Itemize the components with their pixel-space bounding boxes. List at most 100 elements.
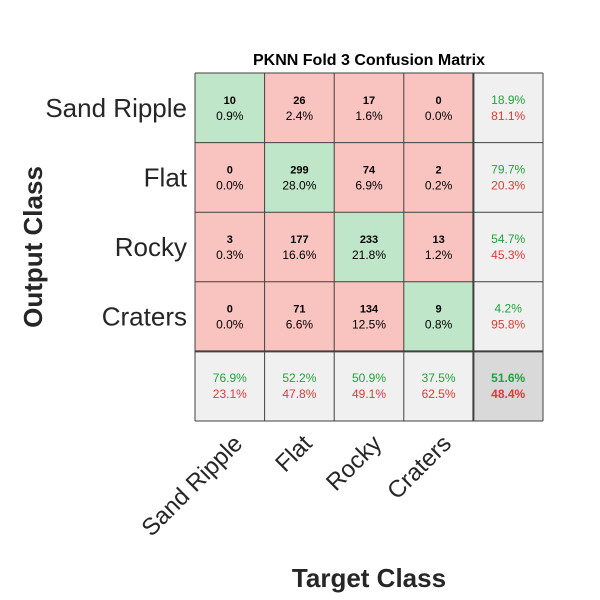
row-summary-bg <box>473 142 543 213</box>
col-summary-cell: 52.2% 47.8% <box>264 351 335 421</box>
matrix-grid <box>194 72 544 422</box>
matrix-cell-bg <box>403 281 474 352</box>
cell-percent: 0.3% <box>216 248 244 262</box>
matrix-cell-bg <box>264 281 335 352</box>
overall-bg <box>473 351 543 421</box>
matrix-cell: 233 21.8% <box>334 212 404 282</box>
cell-count: 74 <box>363 164 376 176</box>
matrix-cell: 10 0.9% <box>195 73 265 143</box>
col-correct-rate: 37.5% <box>422 371 456 385</box>
matrix-cell-bg <box>334 281 404 352</box>
col-correct-rate: 50.9% <box>352 371 386 385</box>
cell-count: 177 <box>290 234 308 246</box>
x-tick-label: Craters <box>382 430 457 505</box>
cell-percent: 0.0% <box>425 109 453 123</box>
row-summary-cell: 18.9% 81.1% <box>473 73 543 143</box>
cell-percent: 0.0% <box>216 178 244 192</box>
x-axis-label: Target Class <box>292 563 446 593</box>
cell-count: 26 <box>293 95 305 107</box>
y-axis-label: Output Class <box>18 166 48 328</box>
overall-accuracy: 51.6% <box>491 371 525 385</box>
row-error-rate: 95.8% <box>491 318 525 332</box>
cell-percent: 0.8% <box>425 318 453 332</box>
matrix-cell-bg <box>334 212 404 282</box>
col-summary-bg <box>334 351 404 421</box>
col-summary-cell: 76.9% 23.1% <box>195 351 265 421</box>
cell-percent: 12.5% <box>352 318 386 332</box>
cell-percent: 0.9% <box>216 109 244 123</box>
row-summary-cell: 4.2% 95.8% <box>473 281 543 352</box>
col-error-rate: 49.1% <box>352 387 386 401</box>
matrix-cell-bg <box>195 142 265 213</box>
matrix-cell-bg <box>195 212 265 282</box>
row-error-rate: 81.1% <box>491 109 525 123</box>
chart-title: PKNN Fold 3 Confusion Matrix <box>253 52 485 69</box>
overall-cell: 51.6% 48.4% <box>473 351 543 421</box>
col-correct-rate: 52.2% <box>282 371 316 385</box>
matrix-cell: 134 12.5% <box>334 281 404 352</box>
cell-percent: 21.8% <box>352 248 386 262</box>
col-error-rate: 47.8% <box>282 387 316 401</box>
y-tick-label: Sand Ripple <box>45 93 187 123</box>
x-tick-label: Rocky <box>321 430 387 496</box>
cell-percent: 0.2% <box>425 178 453 192</box>
row-summary-bg <box>473 281 543 352</box>
y-tick-label: Craters <box>102 302 187 332</box>
cell-percent: 1.6% <box>355 109 383 123</box>
row-summary-cell: 79.7% 20.3% <box>473 142 543 213</box>
row-summary-bg <box>473 212 543 282</box>
cell-count: 0 <box>436 95 442 107</box>
matrix-cell: 74 6.9% <box>334 142 404 213</box>
matrix-cell: 0 0.0% <box>195 142 265 213</box>
matrix-cell-bg <box>195 73 265 143</box>
matrix-cell-bg <box>403 212 474 282</box>
cell-count: 71 <box>293 304 305 316</box>
matrix-cell: 17 1.6% <box>334 73 404 143</box>
overall-error: 48.4% <box>491 387 525 401</box>
matrix-cell: 9 0.8% <box>403 281 474 352</box>
row-correct-rate: 79.7% <box>491 162 525 176</box>
row-summary-cell: 54.7% 45.3% <box>473 212 543 282</box>
x-tick-label: Sand Ripple <box>136 430 248 542</box>
cell-count: 13 <box>432 234 444 246</box>
col-correct-rate: 76.9% <box>213 371 247 385</box>
matrix-cell: 71 6.6% <box>264 281 335 352</box>
matrix-cell: 177 16.6% <box>264 212 335 282</box>
matrix-cell-bg <box>264 73 335 143</box>
col-summary-cell: 37.5% 62.5% <box>403 351 474 421</box>
cell-count: 0 <box>227 304 233 316</box>
matrix-cell: 0 0.0% <box>403 73 474 143</box>
matrix-cell: 299 28.0% <box>264 142 335 213</box>
cell-percent: 28.0% <box>282 178 316 192</box>
row-correct-rate: 18.9% <box>491 93 525 107</box>
x-tick-label: Flat <box>270 430 318 478</box>
matrix-cell-bg <box>334 142 404 213</box>
cell-percent: 6.6% <box>286 318 314 332</box>
cell-percent: 0.0% <box>216 318 244 332</box>
matrix-cell: 3 0.3% <box>195 212 265 282</box>
y-tick-label: Flat <box>144 162 188 192</box>
matrix-cell-bg <box>403 73 474 143</box>
cell-count: 299 <box>290 164 308 176</box>
row-correct-rate: 4.2% <box>495 302 523 316</box>
cell-count: 233 <box>360 234 378 246</box>
cell-percent: 1.2% <box>425 248 453 262</box>
matrix-cell-bg <box>403 142 474 213</box>
matrix-cells: 10 0.9% 26 2.4% 17 1.6% 0 0.0% 0 0.0% 299 28.0% 74 6.… <box>195 73 543 421</box>
cell-percent: 16.6% <box>282 248 316 262</box>
col-error-rate: 62.5% <box>422 387 456 401</box>
cell-count: 2 <box>436 164 442 176</box>
col-summary-bg <box>403 351 474 421</box>
matrix-cell: 13 1.2% <box>403 212 474 282</box>
y-tick-labels: Sand Ripple Flat Rocky Craters <box>45 93 187 332</box>
matrix-cell-bg <box>264 142 335 213</box>
row-summary-bg <box>473 73 543 143</box>
cell-count: 3 <box>227 234 233 246</box>
cell-count: 9 <box>436 304 442 316</box>
cell-count: 0 <box>227 164 233 176</box>
row-correct-rate: 54.7% <box>491 232 525 246</box>
col-summary-bg <box>195 351 265 421</box>
row-error-rate: 20.3% <box>491 178 525 192</box>
